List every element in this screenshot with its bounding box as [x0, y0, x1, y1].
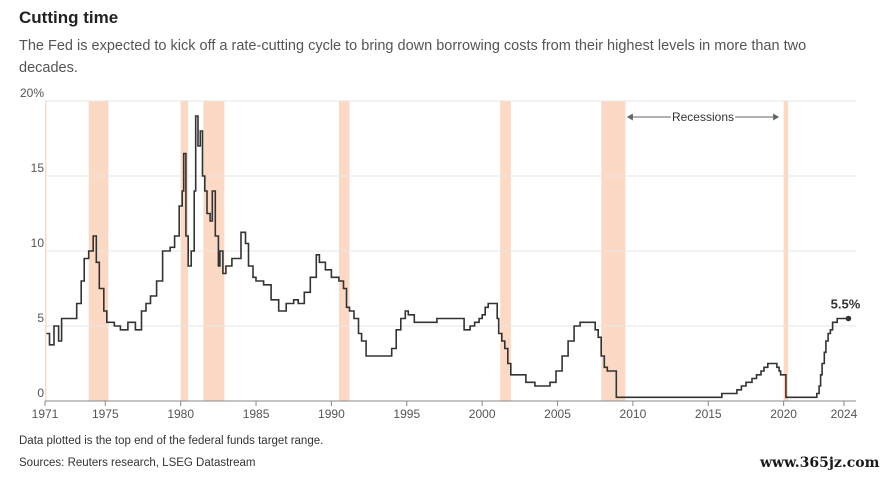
recession-arrowhead-right: [773, 113, 780, 121]
x-tick-label-10: 2020: [770, 407, 797, 421]
x-tick-label-11: 2024: [831, 407, 858, 421]
x-tick-label-0: 1971: [32, 407, 59, 421]
x-tick-label-6: 2000: [469, 407, 496, 421]
x-tick-label-7: 2005: [544, 407, 571, 421]
axes: 1971 1975 1980 1985 1990 1995 2000 2005 2010 2015…: [32, 401, 858, 421]
recession-arrowhead-left: [626, 113, 633, 121]
x-tick-label-5: 1995: [393, 407, 420, 421]
last-value-label: 5.5%: [831, 297, 861, 312]
data-note: Data plotted is the top end of the feder…: [19, 435, 324, 447]
x-tick-label-1: 1975: [92, 407, 119, 421]
y-tick-label-2: 10: [31, 236, 45, 250]
series-lines: 5.5%: [46, 115, 861, 399]
x-tick-label-2: 1980: [167, 407, 194, 421]
y-tick-label-1: 5: [37, 311, 44, 325]
recessions-label: Recessions: [672, 110, 734, 124]
y-tick-label-3: 15: [31, 161, 45, 175]
recessions-annotation: Recessions: [626, 110, 780, 124]
sources-note: Sources: Reuters research, LSEG Datastre…: [19, 457, 256, 469]
x-tick-label-8: 2010: [620, 407, 647, 421]
y-tick-label-0: 0: [37, 386, 44, 400]
x-tick-label-4: 1990: [318, 407, 345, 421]
series-line-0: [46, 115, 849, 399]
chart-title: Cutting time: [19, 8, 119, 27]
y-gridlines: 0 5 10 15 20%: [20, 86, 856, 402]
last-value-dot: [845, 315, 852, 322]
chart-subtitle: The Fed is expected to kick off a rate-c…: [19, 38, 807, 76]
x-tick-label-9: 2015: [695, 407, 722, 421]
x-tick-label-3: 1985: [243, 407, 270, 421]
watermark: www.365jz.com: [760, 455, 880, 471]
y-tick-label-4: 20%: [20, 86, 44, 100]
